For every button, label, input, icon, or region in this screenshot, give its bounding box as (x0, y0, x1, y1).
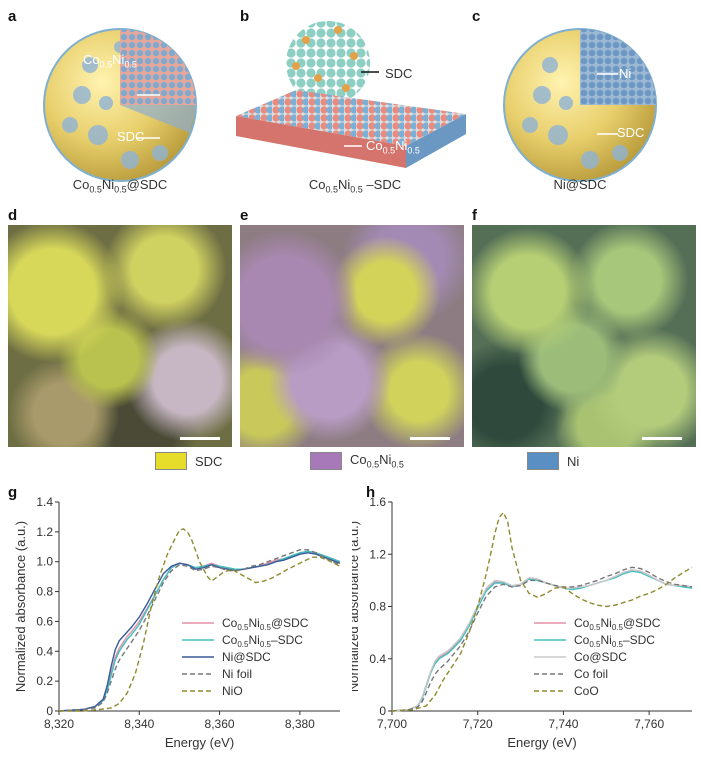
y-tick-label: 1.4 (36, 495, 53, 509)
series-line (391, 511, 693, 712)
annotation-coni-b: Co0.5Ni0.5 (366, 138, 420, 156)
panel-label-f: f (472, 207, 477, 224)
legend-ni: Ni (527, 452, 579, 470)
x-axis-label: Energy (eV) (165, 735, 234, 750)
legend-swatch-sdc (155, 452, 187, 470)
xanes-co-k-edge-chart: 7,700 7,720 7,740 7,760 0 0.4 0.8 1.2 1.6 Energy … (352, 495, 693, 750)
y-tick-label: 0 (379, 704, 386, 718)
legend-label: Ni foil (222, 667, 252, 681)
legend-label: Co0.5Ni0.5–SDC (574, 633, 655, 649)
x-tick-label: 7,720 (463, 717, 493, 731)
x-tick-label: 8,340 (124, 717, 154, 731)
scale-bar (180, 437, 220, 440)
legend-swatch-coni (310, 452, 342, 470)
legend-label-sdc: SDC (195, 453, 223, 469)
y-tick-label: 0.8 (369, 600, 386, 614)
y-axis-label: Normalized absorbance (a.u.) (13, 521, 28, 692)
series-line (391, 566, 693, 712)
panel-label-g: g (8, 484, 18, 501)
panel-label-h: h (366, 484, 376, 501)
annotation-coni-a: Co0.5Ni0.5 (83, 52, 137, 70)
y-tick-label: 0.6 (36, 614, 53, 628)
x-tick-label: 8,380 (285, 717, 315, 731)
legend-label: Co0.5Ni0.5–SDC (222, 633, 303, 649)
scale-bar (642, 437, 682, 440)
legend-label-coni: Co0.5Ni0.5 (350, 452, 404, 470)
series-line (58, 550, 341, 712)
y-tick-label: 0.4 (36, 644, 53, 658)
annotation-sdc-a: SDC (117, 129, 145, 144)
x-tick-label: 8,360 (205, 717, 235, 731)
coni-sdc-slab-illustration (236, 21, 466, 168)
caption-a: Co0.5Ni0.5@SDC (72, 177, 168, 195)
series-line (58, 552, 341, 712)
sem-image-coni-sdc (240, 225, 464, 447)
legend-label: NiO (222, 684, 243, 698)
legend-label: Co@SDC (574, 650, 627, 664)
panel-label-b: b (240, 8, 250, 25)
series-line (391, 569, 693, 712)
legend-sdc: SDC (155, 452, 222, 470)
ni-at-sdc-sphere-illustration (503, 28, 657, 182)
xanes-ni-k-edge-chart: 8,320 8,340 8,360 8,380 0 0.2 0.4 0.6 0.8 1.0 1.2 1… (13, 495, 341, 750)
sem-image-ni-at-sdc (472, 225, 696, 447)
y-tick-label: 1.2 (369, 547, 386, 561)
annotation-sdc-b: SDC (385, 66, 413, 81)
y-tick-label: 1.6 (369, 495, 386, 509)
series-line (58, 550, 341, 712)
series-line (59, 528, 341, 712)
annotation-ni-c: Ni (619, 66, 632, 81)
sem-image-coni-at-sdc (8, 225, 232, 447)
panel-label-c: c (472, 8, 481, 25)
y-tick-label: 0.4 (369, 652, 386, 666)
y-tick-label: 1.0 (36, 555, 53, 569)
legend-label: Co0.5Ni0.5@SDC (222, 616, 309, 632)
x-tick-label: 8,320 (44, 717, 74, 731)
x-axis-label: Energy (eV) (507, 735, 576, 750)
legend-label-ni: Ni (567, 453, 580, 469)
y-tick-label: 0 (46, 704, 53, 718)
x-tick-label: 7,700 (377, 717, 407, 731)
series-line (391, 570, 693, 712)
legend-coni: Co0.5Ni0.5 (310, 452, 404, 470)
y-axis-label: Normalized absorbance (a.u.) (352, 521, 361, 692)
x-tick-label: 7,760 (634, 717, 664, 731)
legend-label: CoO (574, 684, 599, 698)
series-line (58, 549, 341, 712)
panel-label-a: a (8, 8, 17, 25)
legend-label: Co0.5Ni0.5@SDC (574, 616, 661, 632)
legend-label: Ni@SDC (222, 650, 271, 664)
coni-at-sdc-sphere-illustration (43, 28, 197, 182)
legend-swatch-ni (527, 452, 559, 470)
scale-bar (410, 437, 450, 440)
y-tick-label: 0.2 (36, 674, 53, 688)
panel-label-d: d (8, 207, 18, 224)
annotation-sdc-c: SDC (617, 125, 645, 140)
y-tick-label: 1.2 (36, 525, 53, 539)
caption-c: Ni@SDC (553, 177, 607, 192)
legend-label: Co foil (574, 667, 608, 681)
caption-b: Co0.5Ni0.5 –SDC (308, 177, 402, 195)
y-tick-label: 0.8 (36, 585, 53, 599)
panel-label-e: e (240, 207, 249, 224)
x-tick-label: 7,740 (548, 717, 578, 731)
